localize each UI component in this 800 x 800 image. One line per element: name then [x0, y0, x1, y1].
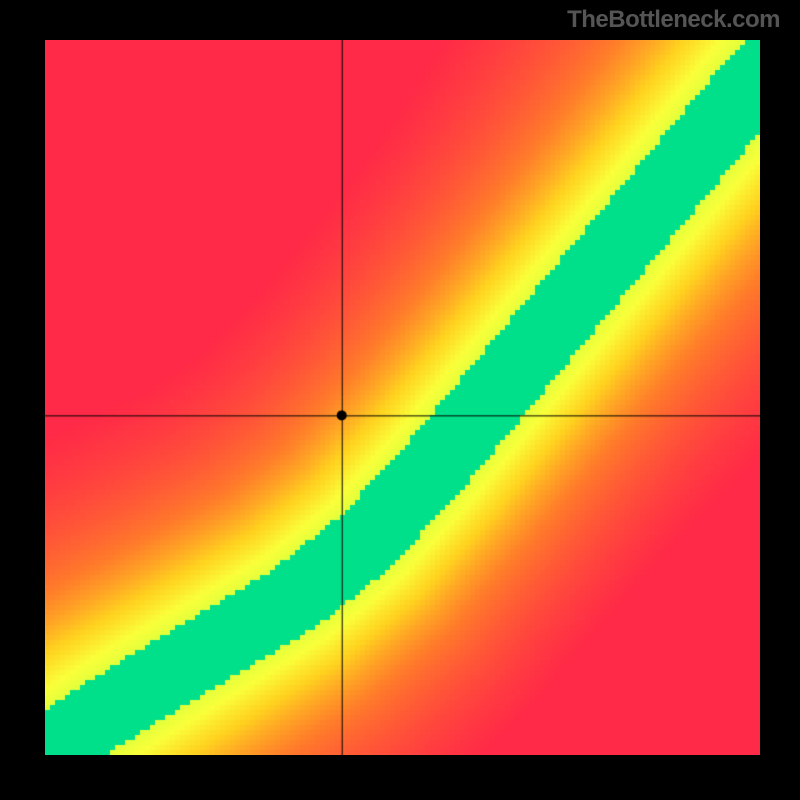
heatmap-plot [45, 40, 760, 755]
root-container: TheBottleneck.com [0, 0, 800, 800]
heatmap-canvas [45, 40, 760, 755]
watermark-text: TheBottleneck.com [567, 6, 780, 34]
